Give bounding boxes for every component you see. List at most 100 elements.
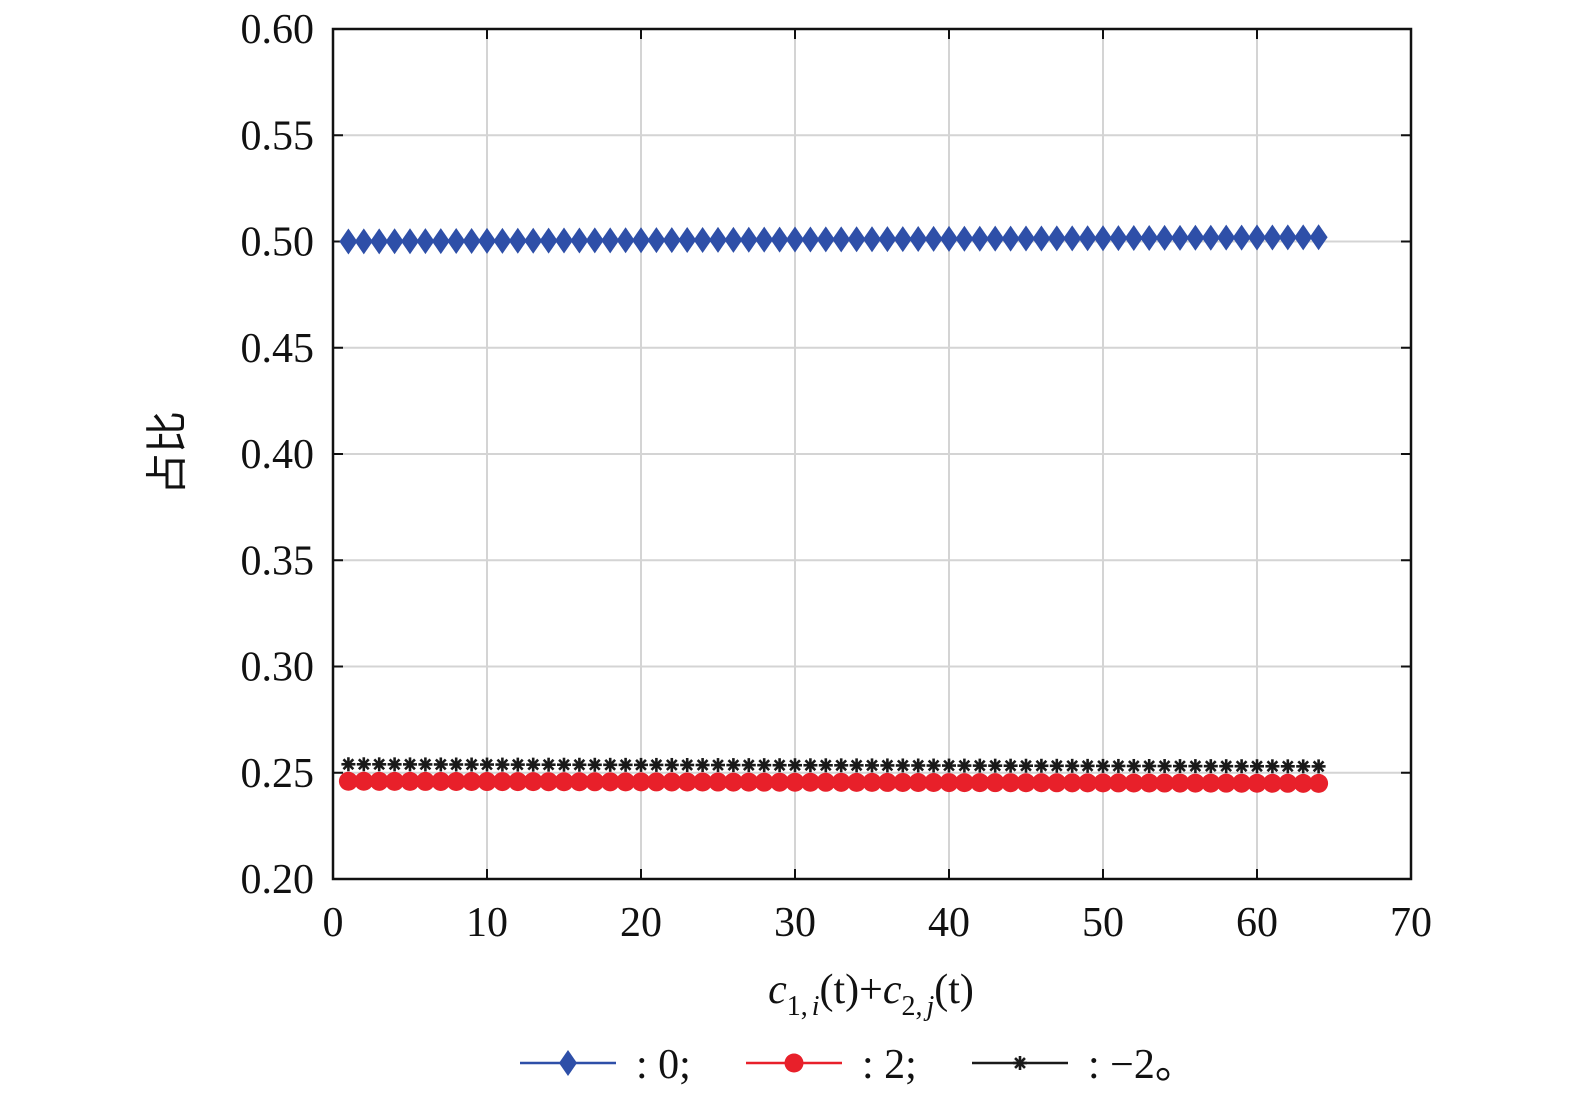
- data-point-star: [880, 758, 895, 773]
- data-point-circle: [754, 772, 774, 792]
- data-point-diamond: [801, 226, 820, 253]
- data-point-diamond: [693, 226, 712, 253]
- data-point-star: [680, 757, 695, 772]
- data-point-circle: [939, 773, 959, 793]
- axis-ticks: 0 10 20 30 40 50 60 70 0.20 0.25 0.30 0.35 0.40 0.45 0…: [241, 7, 1433, 946]
- y-axis-label: 占比: [146, 411, 192, 495]
- data-point-star: [1142, 759, 1157, 774]
- data-point-circle: [462, 772, 482, 792]
- data-point-star: [587, 757, 602, 772]
- data-point-star: [634, 757, 648, 772]
- data-point-star: [1126, 758, 1141, 773]
- data-point-star: [911, 758, 926, 773]
- data-point-circle: [954, 773, 974, 793]
- data-point-circle: [569, 772, 589, 792]
- data-point-circle: [770, 772, 790, 792]
- data-point-star: [741, 758, 756, 773]
- data-point-diamond: [508, 227, 527, 254]
- data-point-star: [341, 757, 356, 772]
- data-point-star: [834, 758, 849, 773]
- series-diamond: [339, 224, 1328, 255]
- data-point-circle: [908, 772, 928, 792]
- data-point-diamond: [1232, 224, 1251, 251]
- data-point-star: [557, 757, 571, 772]
- data-point-diamond: [570, 227, 589, 254]
- data-point-circle: [662, 772, 682, 792]
- data-point-star: [726, 758, 741, 773]
- data-point-circle: [431, 771, 451, 791]
- data-point-star: [433, 757, 448, 772]
- data-point-diamond: [1155, 224, 1174, 251]
- data-point-circle: [600, 772, 620, 792]
- grid: [333, 29, 1411, 879]
- data-point-circle: [1108, 773, 1128, 793]
- data-point-circle: [816, 772, 836, 792]
- data-point-circle: [1093, 773, 1113, 793]
- data-point-diamond: [1124, 225, 1143, 252]
- data-point-circle: [677, 772, 697, 792]
- y-tick-label: 0.55: [241, 113, 315, 159]
- data-point-circle: [631, 772, 651, 792]
- data-point-diamond: [893, 226, 912, 253]
- data-point-star: [1265, 759, 1280, 774]
- data-point-circle: [831, 772, 851, 792]
- data-point-star: [387, 757, 402, 772]
- data-point-circle: [862, 772, 882, 792]
- data-point-diamond: [739, 226, 758, 253]
- data-point-diamond: [678, 227, 697, 254]
- data-point-diamond: [462, 227, 481, 254]
- data-point-star: [1203, 759, 1218, 774]
- data-point-circle: [1047, 773, 1067, 793]
- data-point-star: [449, 757, 464, 772]
- legend: : 0;: 2;: −2。: [520, 1042, 1197, 1088]
- data-point-star: [1111, 758, 1126, 773]
- data-point-diamond: [940, 225, 958, 252]
- data-point-star: [818, 758, 833, 773]
- data-point-circle: [970, 773, 990, 793]
- data-point-star: [572, 757, 587, 772]
- x-label-c1: c: [768, 967, 787, 1013]
- data-point-diamond: [724, 226, 743, 253]
- data-point-star: [788, 758, 802, 773]
- data-point-diamond: [986, 225, 1005, 252]
- legend-label: : 0;: [636, 1042, 691, 1088]
- data-point-circle: [785, 772, 805, 792]
- data-point-diamond: [816, 226, 835, 253]
- data-point-diamond: [1063, 225, 1082, 252]
- data-point-circle: [877, 772, 897, 792]
- data-point-diamond: [878, 226, 897, 253]
- data-point-star: [1157, 759, 1172, 774]
- x-label-t1: (t)+: [820, 967, 883, 1013]
- data-point-circle: [585, 772, 605, 792]
- data-point-circle: [693, 772, 713, 792]
- data-point-diamond: [632, 227, 650, 254]
- data-point-star: [464, 757, 479, 772]
- data-point-diamond: [1294, 224, 1313, 251]
- x-label-i: i: [812, 991, 820, 1022]
- data-point-circle: [1185, 773, 1205, 793]
- data-point-circle: [554, 772, 574, 792]
- x-tick-label: 50: [1082, 900, 1124, 946]
- x-tick-label: 10: [466, 900, 508, 946]
- data-point-diamond: [555, 227, 573, 254]
- data-point-diamond: [1032, 225, 1051, 252]
- data-point-star: [926, 758, 941, 773]
- data-point-circle: [369, 771, 389, 791]
- data-point-circle: [1062, 773, 1082, 793]
- data-point-star: [1080, 758, 1095, 773]
- y-tick-label: 0.50: [241, 220, 315, 266]
- data-point-circle: [1001, 773, 1021, 793]
- data-point-star: [1250, 759, 1264, 774]
- data-point-star: [372, 757, 387, 772]
- data-point-diamond: [755, 226, 774, 253]
- data-point-star: [895, 758, 910, 773]
- data-point-diamond: [1217, 224, 1236, 251]
- data-point-diamond: [709, 226, 727, 253]
- data-point-diamond: [1017, 225, 1035, 252]
- data-point-star: [1311, 759, 1326, 774]
- data-point-star: [510, 757, 525, 772]
- data-point-circle: [1139, 773, 1159, 793]
- data-point-star: [849, 758, 864, 773]
- data-point-circle: [1155, 773, 1175, 793]
- legend-marker: [784, 1053, 804, 1073]
